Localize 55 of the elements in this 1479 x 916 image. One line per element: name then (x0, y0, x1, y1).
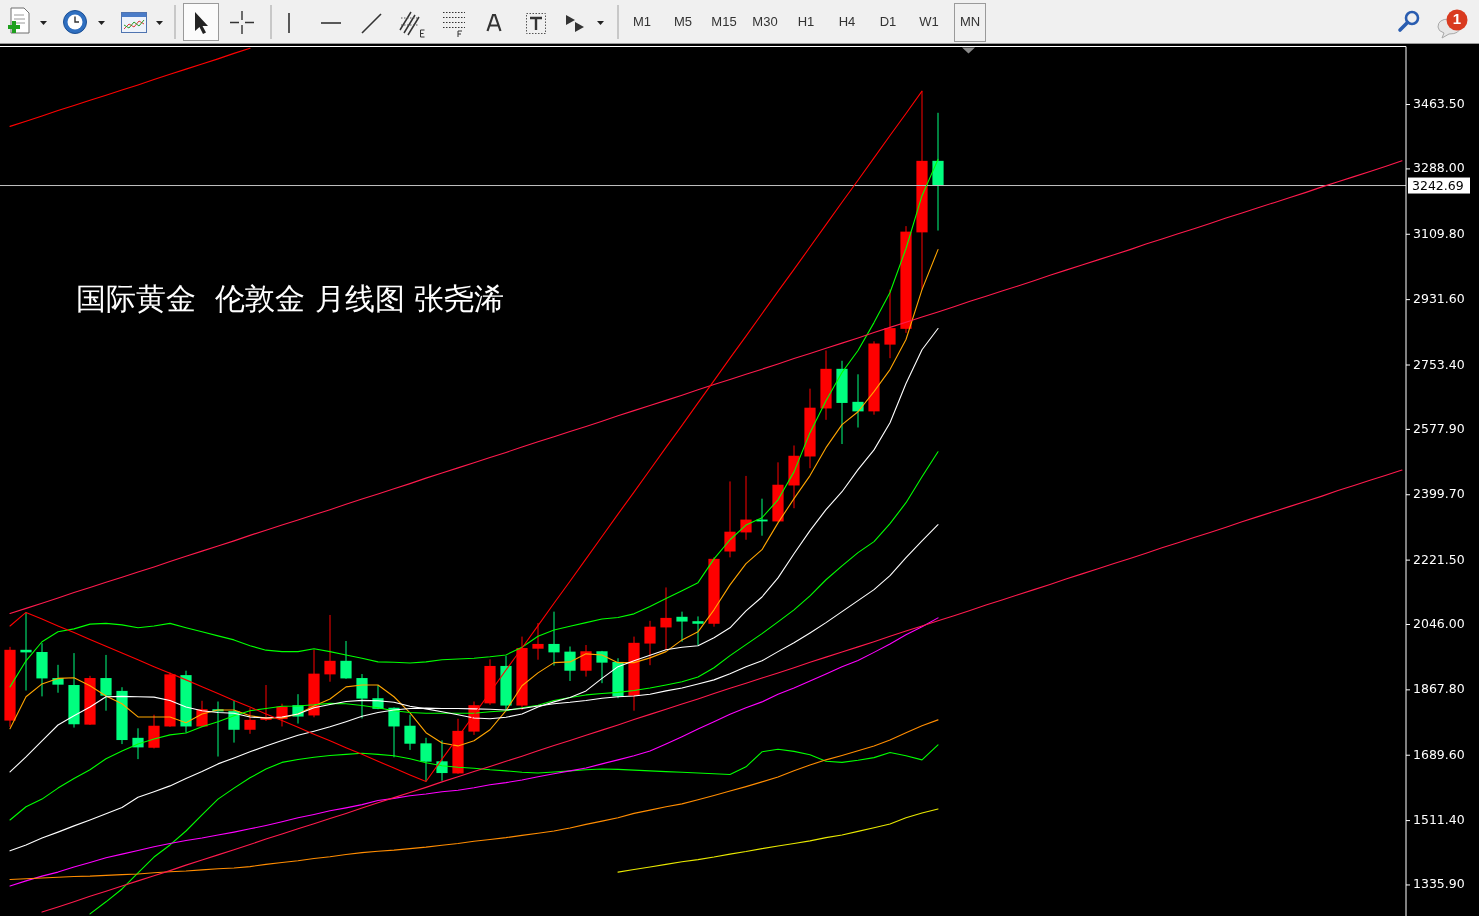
candlestick (532, 622, 544, 661)
y-tick-label: 2399.70 (1413, 486, 1465, 502)
candlestick (852, 373, 864, 429)
line-series (617, 808, 939, 873)
candlestick (340, 640, 352, 680)
candlestick (596, 650, 608, 684)
candlestick (548, 611, 560, 667)
candlestick (660, 586, 672, 651)
line-series (9, 47, 251, 127)
ref-line-label: 3242.69 (1412, 177, 1464, 193)
y-tick-label: 2753.40 (1413, 356, 1465, 372)
y-tick-label: 1511.40 (1413, 812, 1465, 828)
text: M30 (752, 14, 778, 30)
text: 国际黄金 伦敦金 月线图 张尧浠 (76, 280, 505, 316)
text: M5 (673, 14, 693, 30)
y-tick-label: 3109.80 (1413, 225, 1465, 241)
y-tick-label: 1335.90 (1413, 876, 1465, 892)
y-tick-label: 2931.60 (1413, 291, 1465, 307)
y-tick-label: 2577.90 (1413, 420, 1465, 436)
text: W1 (919, 14, 939, 30)
y-tick-label: 3288.00 (1413, 160, 1465, 176)
y-tick-label: 3463.50 (1413, 96, 1465, 112)
text: H4 (838, 14, 856, 30)
line-series (89, 744, 939, 915)
candlestick (580, 644, 592, 678)
candlestick (388, 706, 400, 758)
text: 1 (1452, 10, 1462, 28)
candlestick (724, 480, 736, 558)
candlestick (404, 714, 416, 751)
text: MN (959, 14, 981, 30)
line-series (9, 160, 1403, 615)
text: D1 (879, 14, 897, 30)
candlestick (676, 611, 688, 643)
candlestick (420, 737, 432, 782)
candlestick (884, 289, 896, 359)
candlestick (356, 673, 368, 719)
y-tick-label: 1689.60 (1413, 746, 1465, 762)
candlestick (692, 615, 704, 646)
line-series (9, 451, 939, 821)
candlestick (100, 654, 112, 712)
line-series (9, 617, 939, 887)
y-tick-label: 2221.50 (1413, 551, 1465, 567)
text: H1 (797, 14, 815, 30)
candlestick (148, 714, 160, 749)
y-tick-label: 2046.00 (1413, 615, 1465, 631)
text: M15 (711, 14, 737, 30)
line-series (9, 719, 939, 880)
candlestick (244, 707, 256, 735)
text: M1 (632, 14, 652, 30)
line-series (41, 469, 1403, 913)
y-tick-label: 1867.80 (1413, 681, 1465, 697)
line-series (9, 249, 939, 747)
candlestick (324, 614, 336, 683)
candlestick (564, 646, 576, 682)
candlestick (644, 620, 656, 666)
